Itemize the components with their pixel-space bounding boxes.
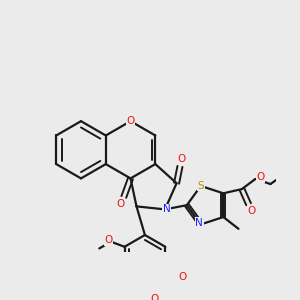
Text: O: O [104, 235, 112, 245]
Text: O: O [179, 272, 187, 282]
Text: N: N [163, 204, 170, 214]
Text: O: O [178, 154, 186, 164]
Text: O: O [248, 206, 256, 216]
Text: O: O [126, 116, 135, 126]
Text: N: N [195, 218, 203, 228]
Text: O: O [256, 172, 265, 182]
Text: O: O [150, 294, 158, 300]
Text: S: S [197, 181, 204, 191]
Text: O: O [116, 200, 124, 209]
